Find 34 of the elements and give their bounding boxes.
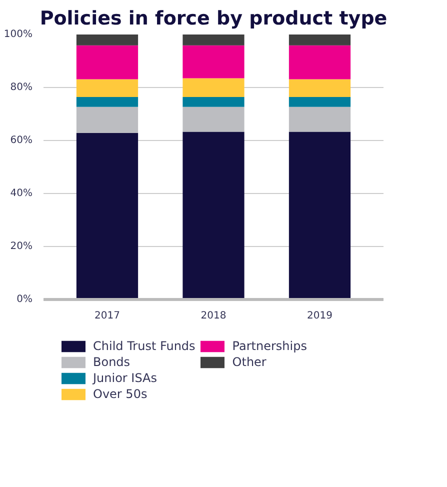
bar: [76, 106, 138, 133]
bar: [288, 34, 351, 46]
x-tick-label: 2019: [307, 310, 332, 322]
y-tick-label: 80%: [10, 82, 33, 93]
legend-label: Partnerships: [232, 339, 307, 353]
bar: [288, 132, 351, 300]
bar: [288, 45, 351, 80]
bar: [182, 78, 244, 98]
x-tick-label: 2018: [200, 310, 226, 322]
bar: [182, 132, 244, 300]
y-tick-label: 100%: [4, 29, 33, 40]
bar: [76, 45, 138, 80]
bar: [288, 106, 351, 132]
bar: [182, 106, 244, 132]
legend-label: Junior ISAs: [93, 371, 158, 385]
legend-label: Over 50s: [93, 387, 148, 401]
y-tick-label: 40%: [10, 188, 33, 199]
bar: [76, 34, 138, 46]
bar: [76, 79, 138, 98]
legend-label: Bonds: [93, 355, 130, 369]
x-tick-label: 2017: [94, 310, 120, 322]
legend-label: Child Trust Funds: [93, 339, 196, 353]
bar: [182, 45, 244, 78]
bar: [288, 79, 351, 98]
bar: [182, 34, 244, 46]
y-tick-label: 20%: [10, 241, 33, 252]
bar: [288, 97, 351, 107]
legend-label: Other: [232, 355, 266, 369]
chart-title: Policies in force by product type: [40, 8, 388, 30]
bar: [182, 97, 244, 107]
y-tick-label: 0%: [16, 294, 33, 305]
bar: [76, 97, 138, 107]
bar: [76, 132, 138, 300]
y-tick-label: 60%: [10, 135, 33, 146]
